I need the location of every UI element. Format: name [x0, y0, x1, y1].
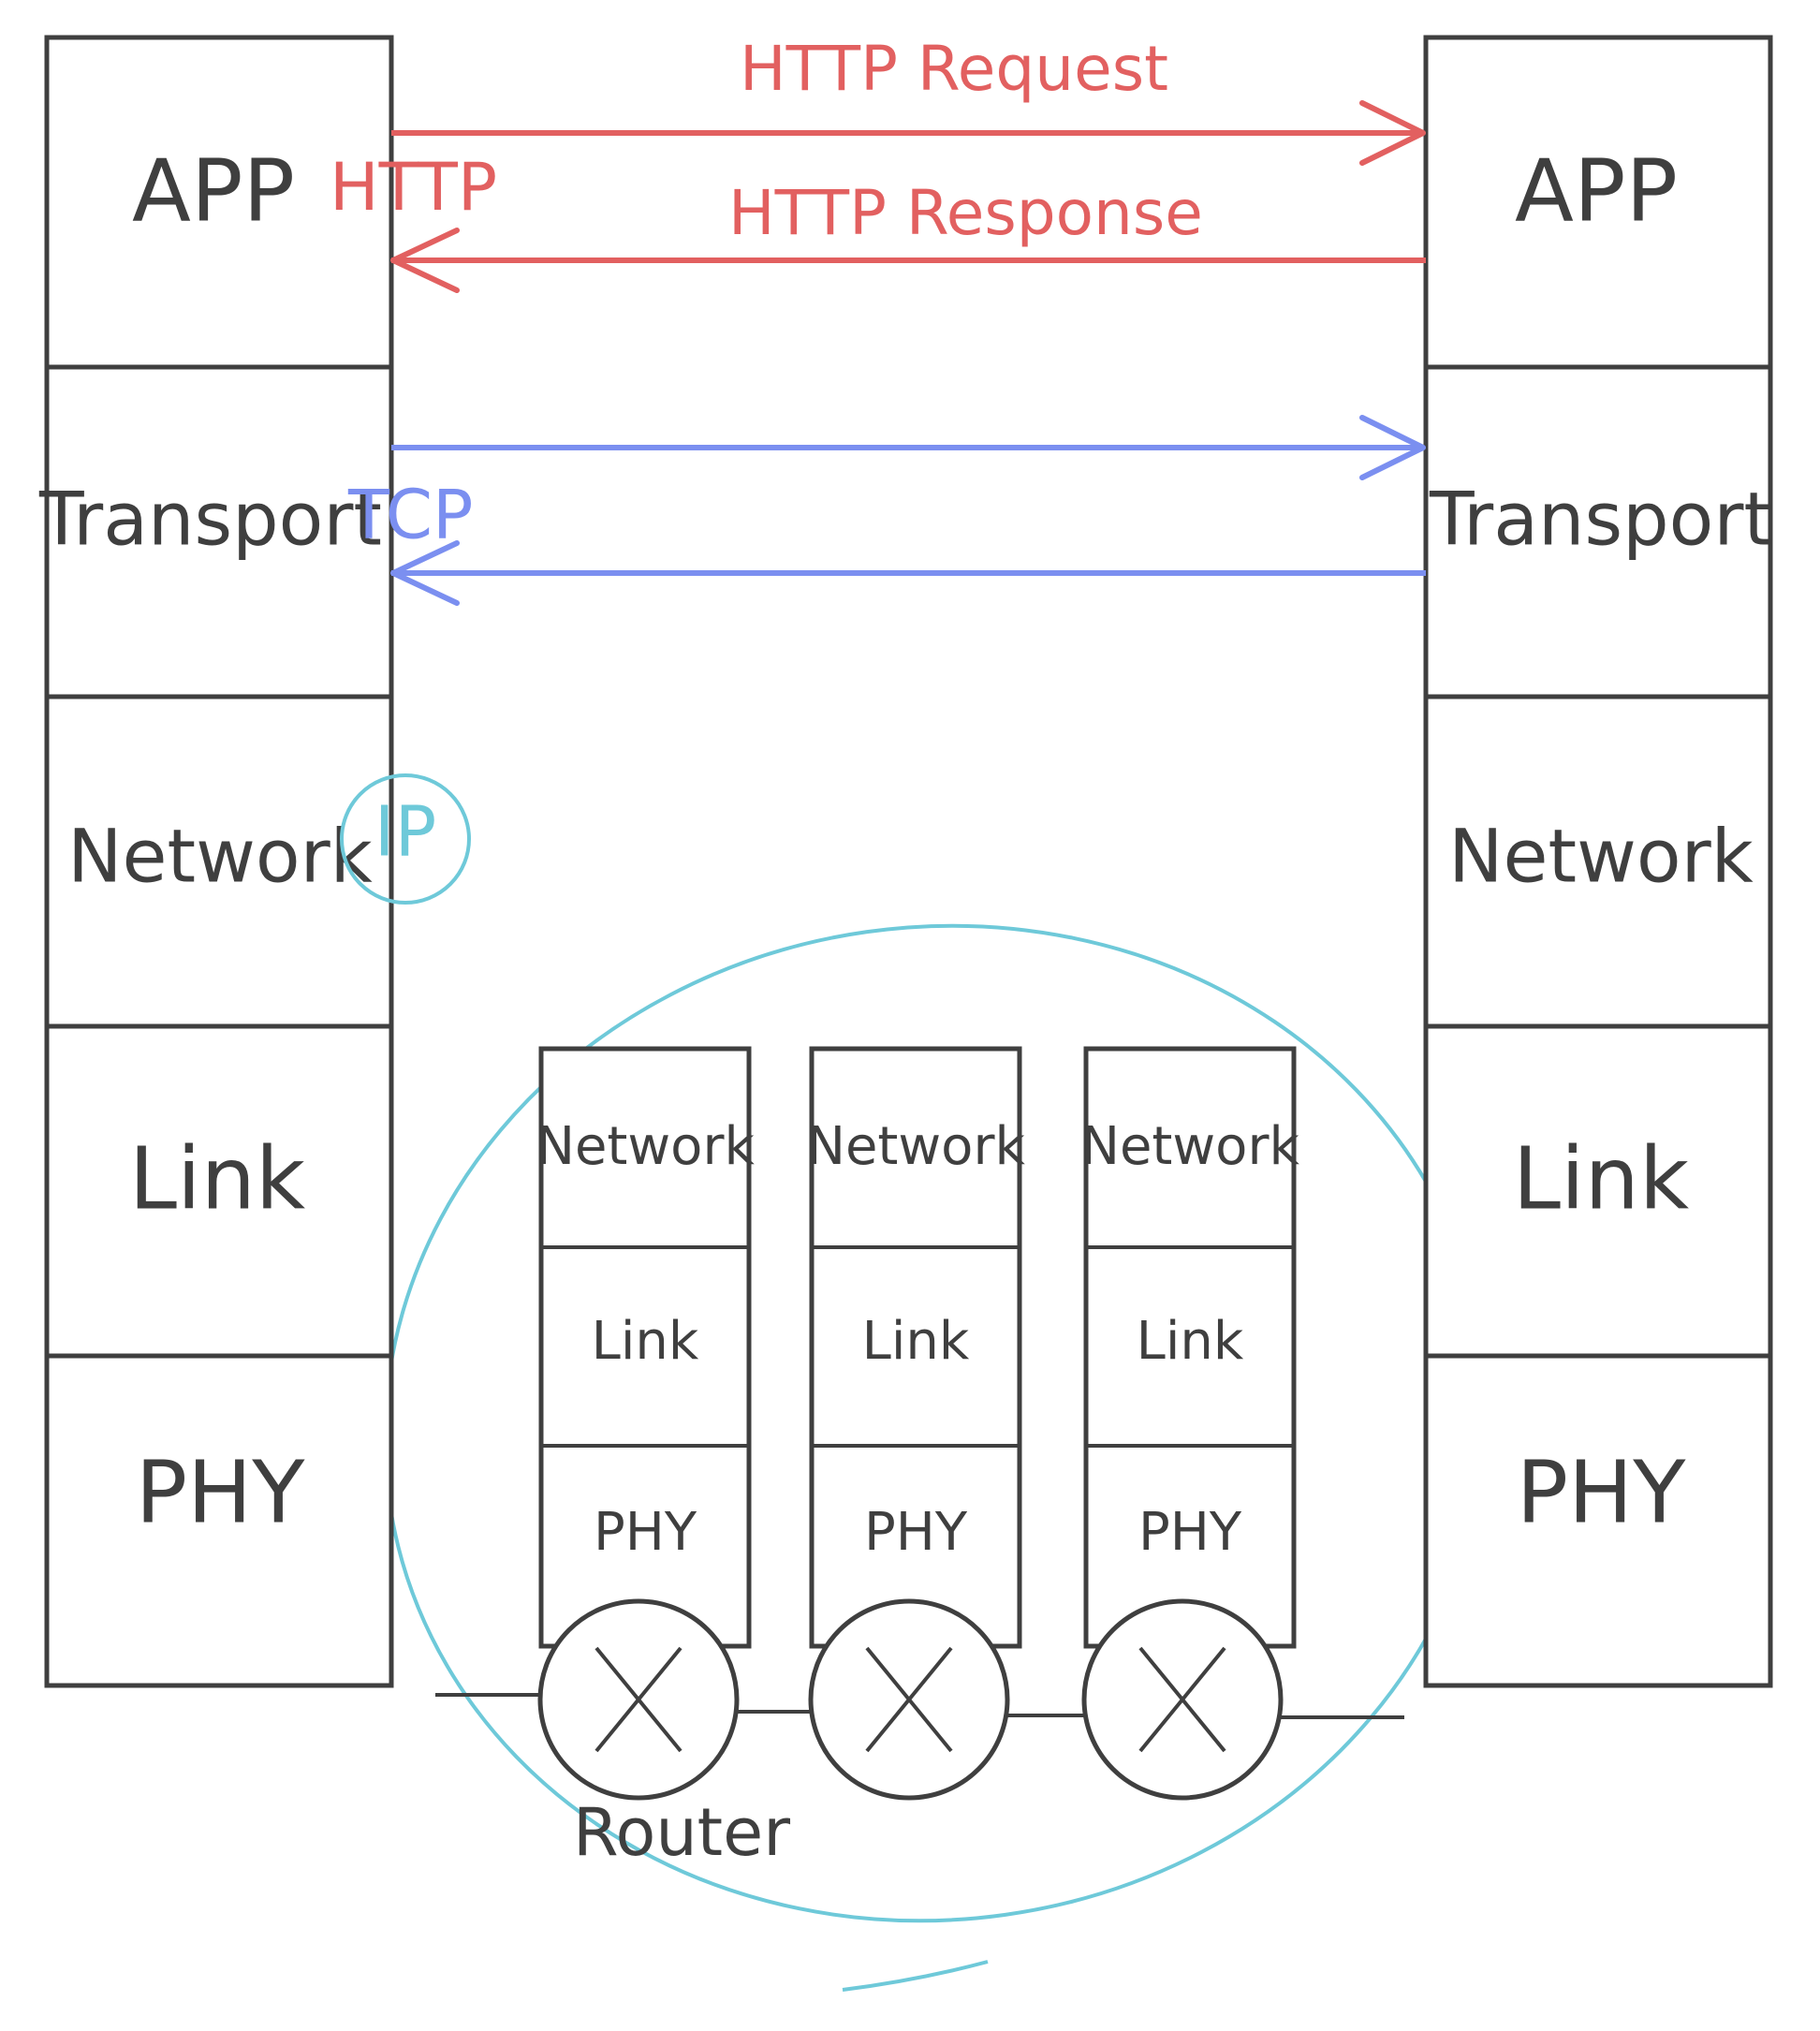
network-wire [435, 1693, 1404, 1719]
right-network-label: Network [1448, 815, 1754, 899]
router-network-label: Network [536, 1116, 755, 1177]
http-response-arrowhead [390, 228, 460, 293]
right-stack-frame [1423, 35, 1773, 1688]
router-stack-frame [809, 1046, 1022, 1649]
router-x-mark [865, 1646, 953, 1753]
tcp-protocol-label: TCP [347, 476, 473, 554]
router-x-mark [1138, 1646, 1226, 1753]
left-link-label: Link [129, 1128, 306, 1229]
http-request-arrowhead [1359, 100, 1426, 166]
router-x-mark [594, 1646, 682, 1753]
tcp-exchange: TCP [347, 415, 1426, 606]
left-stack-frame [44, 35, 394, 1688]
right-link-label: Link [1513, 1128, 1690, 1229]
right-app-label: APP [1515, 140, 1678, 241]
http-protocol-label: HTTP [330, 149, 497, 226]
router-phy-label: PHY [1138, 1502, 1242, 1563]
http-request-label: HTTP Request [740, 33, 1168, 105]
router-link-label: Link [1137, 1311, 1244, 1372]
http-response-label: HTTP Response [728, 177, 1203, 249]
tcp-return-arrowhead [390, 540, 460, 606]
left-network-label: Network [67, 815, 373, 899]
router-group-highlight-tail [842, 1960, 989, 1992]
tcp-forward-arrowhead [1359, 415, 1426, 480]
router-stack: Network Link PHY [1080, 1046, 1299, 1801]
right-host-stack: APP Transport Network Link PHY [1423, 35, 1773, 1688]
right-phy-label: PHY [1517, 1442, 1687, 1542]
router-link-label: Link [592, 1311, 699, 1372]
router-stack: Network Link PHY [806, 1046, 1025, 1801]
left-host-stack: APP Transport Network Link PHY [38, 35, 394, 1688]
ip-circle [340, 773, 471, 905]
router-stack: Network Link PHY [536, 1046, 755, 1801]
http-exchange: HTTP Request HTTP HTTP Response [330, 33, 1426, 293]
left-phy-label: PHY [136, 1442, 306, 1542]
ip-protocol-label: IP [374, 792, 436, 873]
right-transport-label: Transport [1429, 478, 1772, 562]
left-app-label: APP [132, 140, 295, 241]
router-link-label: Link [862, 1311, 970, 1372]
router-phy-label: PHY [594, 1502, 697, 1563]
left-transport-label: Transport [38, 478, 382, 562]
router-network-label: Network [806, 1116, 1025, 1177]
router-stack-frame [538, 1046, 752, 1649]
router-phy-label: PHY [864, 1502, 968, 1563]
router-network-label: Network [1080, 1116, 1299, 1177]
router-label: Router [573, 1794, 790, 1871]
ip-badge: IP [340, 773, 471, 905]
